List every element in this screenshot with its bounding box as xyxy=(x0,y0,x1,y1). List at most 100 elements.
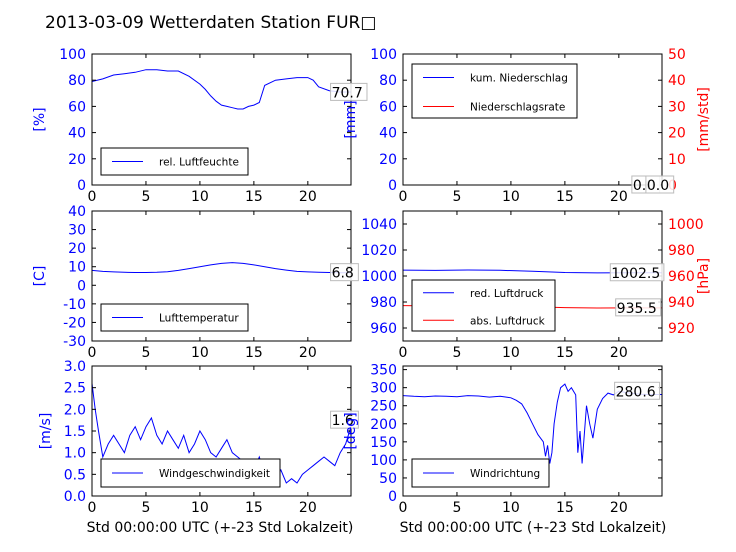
x-tick-label: 5 xyxy=(141,345,150,361)
series-line-temperature-0 xyxy=(91,262,351,274)
y2-tick-label: 30 xyxy=(668,99,686,115)
y-tick-label: 0 xyxy=(388,178,397,194)
legend-box xyxy=(411,279,556,332)
chart-panel-temperature: 0 5 10 15 20 -30 -20 -10 0 10 20 30 40 [C] 6.8 Lufttemp… xyxy=(32,204,359,361)
series-line-wind-speed-0 xyxy=(91,383,352,484)
y-tick-label: 40 xyxy=(68,204,86,220)
x-tick-label: 5 xyxy=(141,189,150,205)
x-tick-label: 10 xyxy=(502,189,520,205)
legend-label: Lufttemperatur xyxy=(159,313,239,325)
y-tick-label: 80 xyxy=(68,73,86,89)
y-tick-label: 1020 xyxy=(361,243,397,259)
value-annotation: 0.0 xyxy=(647,178,669,194)
plot-frame xyxy=(91,53,352,186)
y-tick-label: 300 xyxy=(370,381,397,397)
y-tick-label: 3.0 xyxy=(64,359,86,375)
y-tick-label: -20 xyxy=(63,315,86,331)
y-tick-label: 10 xyxy=(68,260,86,276)
value-annotation-box xyxy=(330,263,359,282)
x-tick-label: 0 xyxy=(88,345,97,361)
legend-label: red. Luftdruck xyxy=(470,288,544,300)
y-tick-label: 100 xyxy=(370,453,397,469)
value-annotation: 6.8 xyxy=(332,266,354,282)
x-tick-label: 15 xyxy=(556,500,574,516)
x-tick-label: 15 xyxy=(245,500,263,516)
y-tick-label: 250 xyxy=(370,399,397,415)
y-tick-label: 350 xyxy=(370,363,397,379)
legend-label: abs. Luftdruck xyxy=(470,315,546,327)
x-tick-label: 20 xyxy=(299,189,317,205)
y-tick-label: 200 xyxy=(370,417,397,433)
value-annotation: 280.6 xyxy=(616,384,656,400)
chart-panel-wind-direction: 0 5 10 15 20050100150200250300350[deg]280.6W… xyxy=(343,363,663,516)
y-tick-label: 2.0 xyxy=(64,402,86,418)
x-tick-label: 0 xyxy=(399,345,408,361)
x-tick-label: 15 xyxy=(245,189,263,205)
y-tick-label: 0 xyxy=(388,489,397,505)
y2-tick-label: 50 xyxy=(668,47,686,63)
y-tick-label: 1.5 xyxy=(64,424,86,440)
legend-label: Niederschlagsrate xyxy=(470,102,565,114)
figure-title: 2013-03-09 Wetterdaten Station FUR□ xyxy=(45,13,376,33)
legend-label: Windrichtung xyxy=(470,468,540,480)
y-tick-label: 100 xyxy=(370,47,397,63)
y-tick-label: 20 xyxy=(68,241,86,257)
plot-frame xyxy=(402,53,663,186)
y-tick-label: 0 xyxy=(77,278,86,294)
x-tick-label: 10 xyxy=(502,500,520,516)
x-tick-label: 0 xyxy=(399,189,408,205)
x-axis-label-right: Std 00:00:00 UTC (+-23 Std Lokalzeit) xyxy=(400,520,667,536)
y-axis-label: [deg] xyxy=(343,412,359,449)
x-tick-label: 20 xyxy=(610,345,628,361)
y-tick-label: 60 xyxy=(379,99,397,115)
legend-label: rel. Luftfeuchte xyxy=(159,157,239,169)
y-tick-label: -30 xyxy=(63,334,86,350)
x-tick-label: 10 xyxy=(191,500,209,516)
y-tick-label: 80 xyxy=(379,73,397,89)
value-annotation-box xyxy=(645,175,675,194)
x-tick-label: 20 xyxy=(610,189,628,205)
y-tick-label: 1040 xyxy=(361,217,397,233)
y2-tick-label: 10 xyxy=(668,152,686,168)
x-tick-label: 10 xyxy=(191,345,209,361)
legend-label: Windgeschwindigkeit xyxy=(159,468,270,480)
x-tick-label: 10 xyxy=(502,345,520,361)
x-tick-label: 5 xyxy=(452,500,461,516)
y-tick-label: 20 xyxy=(379,152,397,168)
y-axis-label: [C] xyxy=(32,266,48,287)
chart-panel-humidity: 0 5 10 15 20 0 20 40 60 80 100 [%] 70.7 rel. Luftfeuc… xyxy=(32,47,368,205)
y2-axis-label: [mm/std] xyxy=(696,87,712,152)
x-axis-label-left: Std 00:00:00 UTC (+-23 Std Lokalzeit) xyxy=(87,520,354,536)
plot-frame xyxy=(402,365,663,497)
x-tick-label: 15 xyxy=(556,345,574,361)
y2-tick-label: 980 xyxy=(668,243,695,259)
x-tick-label: 20 xyxy=(299,500,317,516)
x-tick-label: 0 xyxy=(399,500,408,516)
series-line-humidity-0 xyxy=(91,69,351,110)
y-tick-label: 50 xyxy=(379,471,397,487)
y-tick-label: 40 xyxy=(379,126,397,142)
value-annotation-box xyxy=(330,82,368,101)
y2-tick-label: 940 xyxy=(668,295,695,311)
value-annotation-box xyxy=(615,298,662,317)
y2-tick-label: 960 xyxy=(668,269,695,285)
y-tick-label: 960 xyxy=(370,321,397,337)
y2-tick-label: 1000 xyxy=(668,217,704,233)
x-tick-label: 5 xyxy=(452,345,461,361)
chart-panel-pressure: 0 5 10 15 20 960 980 1000 1020 1040 920 940 960 980 10… xyxy=(361,210,712,361)
chart-panel-precipitation: 0510152002040608010001020304050[mm][mm/s… xyxy=(343,47,712,205)
y-tick-label: 100 xyxy=(59,47,86,63)
value-annotation: 935.5 xyxy=(617,301,657,317)
y2-tick-label: 920 xyxy=(668,321,695,337)
x-tick-label: 0 xyxy=(88,500,97,516)
legend-label: kum. Niederschlag xyxy=(470,73,568,85)
y-tick-label: 1.0 xyxy=(64,446,86,462)
y2-tick-label: 40 xyxy=(668,73,686,89)
y-axis-label: [%] xyxy=(32,107,48,131)
y-tick-label: 980 xyxy=(370,295,397,311)
y-tick-label: 40 xyxy=(68,126,86,142)
y2-tick-label: 20 xyxy=(668,126,686,142)
x-tick-label: 0 xyxy=(88,189,97,205)
